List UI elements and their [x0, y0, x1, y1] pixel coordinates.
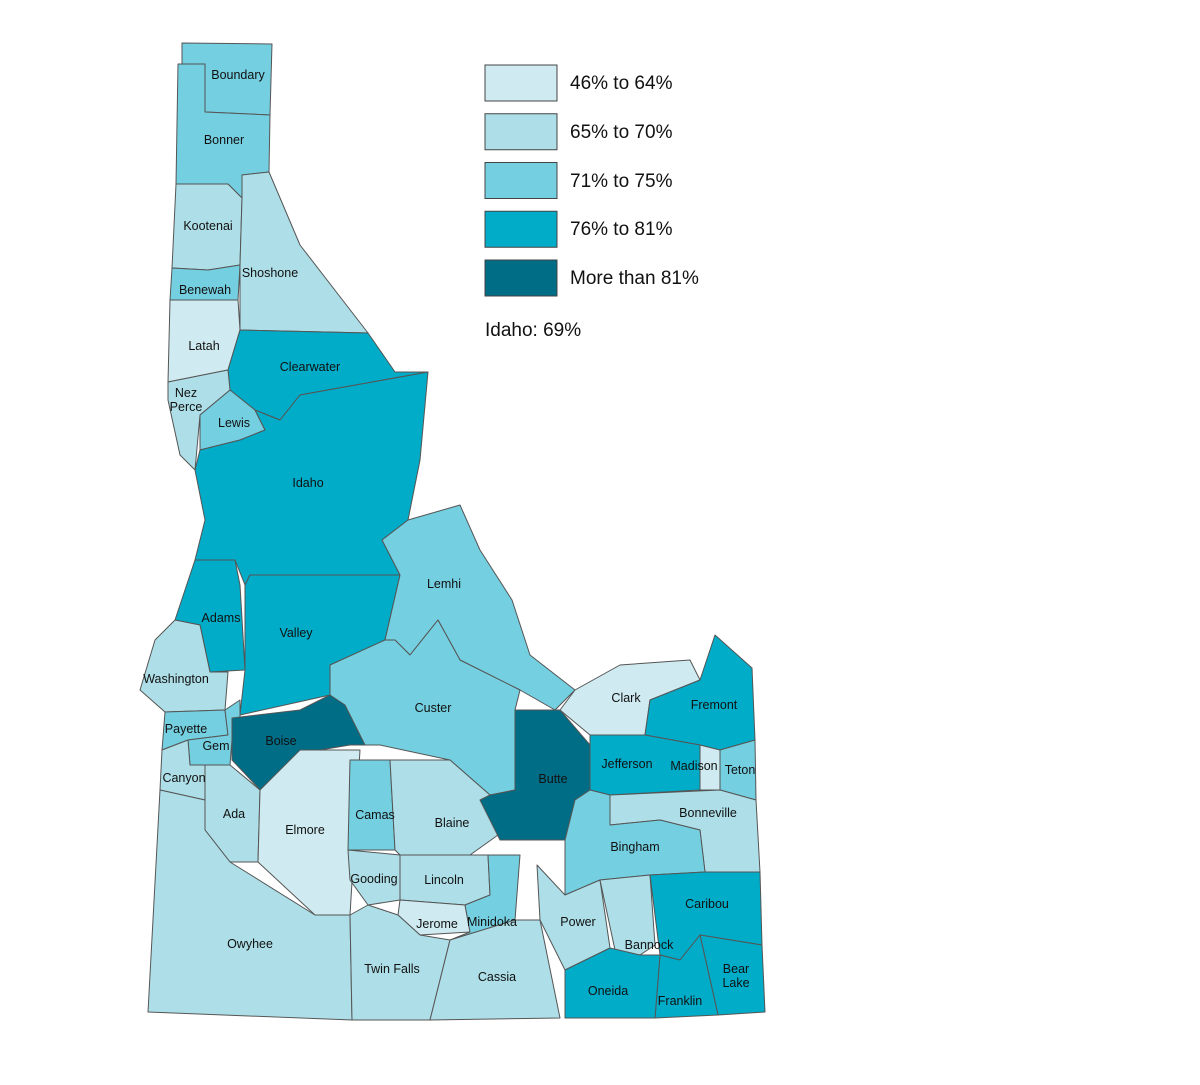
county-label: Valley — [279, 626, 313, 640]
county-label: Madison — [670, 759, 718, 773]
county — [397, 899, 471, 936]
county-label: Butte — [538, 772, 568, 786]
county — [564, 947, 661, 1019]
county — [239, 171, 369, 334]
county-label: Oneida — [587, 984, 629, 998]
county — [139, 619, 229, 713]
county — [429, 919, 561, 1021]
county-label: Fremont — [690, 698, 738, 712]
county-label: Bonneville — [679, 806, 737, 820]
county-label: Adams — [201, 611, 241, 625]
county-label: Jefferson — [601, 757, 653, 771]
legend-swatch — [484, 113, 558, 151]
county — [169, 264, 241, 301]
county-label: Power — [560, 915, 596, 929]
county-label: Franklin — [657, 994, 703, 1008]
county-label: Bannock — [624, 938, 674, 952]
legend-swatch — [484, 64, 558, 102]
legend-swatch — [484, 162, 558, 199]
legend-swatch — [484, 210, 558, 248]
county-label: Payette — [164, 722, 208, 736]
legend-label: 65% to 70% — [570, 121, 673, 143]
legend-label: 76% to 81% — [570, 219, 673, 241]
county — [449, 854, 521, 941]
county — [349, 904, 451, 1021]
county-label: Bonner — [203, 133, 245, 147]
county-label: Benewah — [178, 283, 232, 297]
county-label: Bear Lake — [722, 962, 750, 990]
legend-label: More than 81% — [570, 268, 699, 289]
county — [599, 874, 656, 956]
county-label: Minidoka — [466, 915, 518, 929]
county-label: Latah — [188, 339, 220, 353]
county — [347, 849, 401, 906]
county — [389, 759, 499, 856]
county-label: Shoshone — [241, 266, 299, 280]
legend-swatch — [484, 259, 558, 297]
county — [167, 369, 231, 471]
county — [147, 789, 353, 1021]
county-label: Jerome — [416, 917, 458, 931]
county-label: Ada — [222, 807, 246, 821]
county-label: Custer — [414, 701, 452, 715]
county — [231, 694, 366, 796]
county-label: Bingham — [610, 840, 660, 854]
county-label: Lemhi — [426, 577, 462, 591]
county-label: Washington — [143, 672, 209, 686]
county-label: Boise — [265, 734, 297, 748]
statewide-value: Idaho: 69% — [485, 320, 582, 341]
county-label: Blaine — [434, 816, 470, 830]
county-label: Owyhee — [227, 937, 273, 951]
county-label: Caribou — [685, 897, 729, 911]
county-label: Camas — [355, 808, 395, 822]
county-label: Cassia — [477, 970, 517, 984]
county-label: Teton — [724, 763, 756, 777]
county-label: Lincoln — [424, 873, 464, 887]
county-label: Elmore — [285, 823, 325, 837]
county-label: Gem — [202, 739, 230, 753]
county-label: Idaho — [292, 476, 324, 490]
county-label: Kootenai — [183, 219, 233, 233]
county-label: Canyon — [162, 771, 206, 785]
county-label: Nez Perce — [169, 386, 203, 414]
county-label: Lewis — [218, 416, 250, 430]
county-label: Boundary — [211, 68, 265, 82]
county-label: Clearwater — [279, 360, 341, 374]
county-label: Gooding — [350, 872, 398, 886]
county-label: Clark — [611, 691, 641, 705]
county — [347, 759, 396, 851]
legend-label: 46% to 64% — [570, 73, 673, 94]
county-label: Twin Falls — [364, 962, 420, 976]
legend-label: 71% to 75% — [570, 170, 673, 192]
